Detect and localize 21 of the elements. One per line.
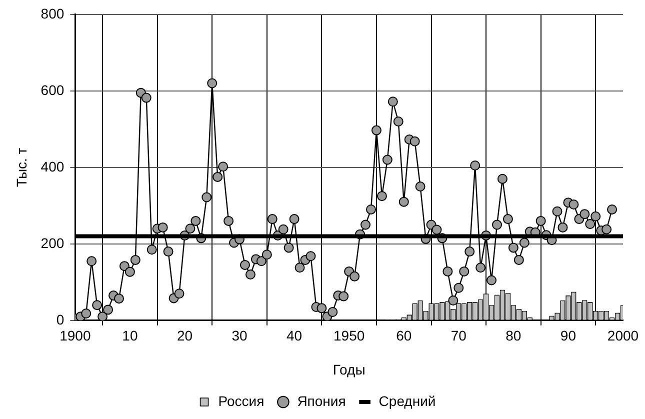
y-axis-title: Тыс. т xyxy=(13,147,30,187)
x-tick-label: 20 xyxy=(176,328,193,344)
legend-label: Россия xyxy=(218,392,264,409)
x-tick-label: 60 xyxy=(396,328,412,344)
y-tick-label: 200 xyxy=(40,234,64,251)
y-tick-label: 800 xyxy=(40,5,64,22)
x-tick-label: 2000 xyxy=(607,328,639,344)
y-tick-label: 600 xyxy=(40,82,64,98)
x-axis-title: Годы xyxy=(332,361,366,378)
x-tick-label: 90 xyxy=(560,328,576,344)
x-tick-label: 40 xyxy=(286,328,302,344)
x-tick-label: 1950 xyxy=(334,328,365,344)
x-tick-label: 1900 xyxy=(60,328,91,344)
legend-label: Средний xyxy=(378,392,436,409)
y-tick-label: 400 xyxy=(40,158,64,174)
y-tick-label: 0 xyxy=(56,311,64,328)
x-tick-label: 10 xyxy=(122,328,138,344)
x-tick-label: 70 xyxy=(450,328,467,344)
x-tick-label: 80 xyxy=(506,328,522,344)
x-tick-label: 30 xyxy=(232,328,248,344)
legend-label: Япония xyxy=(297,392,346,409)
